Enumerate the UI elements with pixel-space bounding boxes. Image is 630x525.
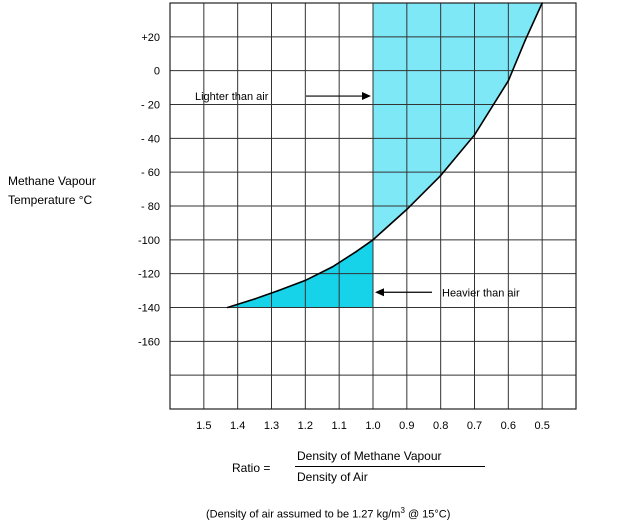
region-heavier-than-air [227, 239, 373, 308]
ratio-denominator: Density of Air [297, 470, 368, 484]
y-tick-label: +20 [141, 32, 160, 44]
y-tick-label: - 80 [141, 201, 160, 213]
x-tick-label: 0.8 [433, 420, 448, 432]
data-point [372, 239, 374, 241]
y-tick-label: -100 [138, 235, 160, 247]
x-tick-label: 1.0 [365, 420, 380, 432]
footnote: (Density of air assumed to be 1.27 kg/m3… [206, 506, 450, 521]
y-tick-label: - 20 [141, 100, 160, 112]
fraction-bar [295, 466, 485, 467]
y-tick-label: -140 [138, 303, 160, 315]
data-point [541, 2, 543, 4]
data-point [439, 174, 442, 177]
x-tick-label: 0.6 [501, 420, 516, 432]
annotation-lighter-than-air: Lighter than air [195, 91, 269, 103]
footnote-text: (Density of air assumed to be 1.27 kg/m [206, 508, 401, 521]
region-lighter-than-air [373, 3, 543, 240]
data-point [507, 80, 510, 82]
y-axis-label-line-1: Methane Vapour [8, 174, 96, 188]
footnote-suffix: @ 15°C) [404, 508, 451, 521]
x-tick-label: 1.1 [332, 420, 347, 432]
y-axis-label: Methane Vapour Temperature °C [8, 172, 96, 210]
y-tick-label: 0 [154, 66, 160, 78]
x-tick-label: 1.3 [264, 420, 279, 432]
arrow-lighter-head [362, 92, 371, 101]
ratio-numerator: Density of Methane Vapour [297, 449, 442, 463]
data-point [226, 306, 229, 309]
y-tick-label: - 60 [141, 167, 160, 179]
annotation-heavier-than-air: Heavier than air [442, 287, 520, 299]
data-point [331, 266, 334, 268]
data-point [524, 39, 527, 42]
ratio-label: Ratio = [232, 461, 271, 475]
x-tick-label: 1.4 [230, 420, 245, 432]
y-tick-label: -120 [138, 269, 160, 281]
x-tick-label: 0.9 [399, 420, 414, 432]
data-point [473, 134, 476, 136]
y-tick-label: -160 [138, 336, 160, 348]
data-point [253, 298, 256, 300]
data-point [355, 250, 357, 253]
data-point [406, 208, 408, 211]
footnote-superscript: 3 [400, 506, 405, 515]
y-axis-label-line-2: Temperature °C [8, 193, 93, 207]
ratio-fraction: Density of Methane Vapour Density of Air [295, 449, 485, 484]
data-point [277, 289, 280, 292]
x-tick-label: 1.2 [298, 420, 313, 432]
x-tick-label: 0.5 [535, 420, 550, 432]
y-tick-label: - 40 [141, 133, 160, 145]
plot-frame [169, 2, 577, 410]
x-tick-label: 0.7 [467, 420, 482, 432]
data-point [304, 279, 307, 282]
x-tick-label: 1.5 [196, 420, 211, 432]
arrow-heavier-head [375, 288, 384, 297]
